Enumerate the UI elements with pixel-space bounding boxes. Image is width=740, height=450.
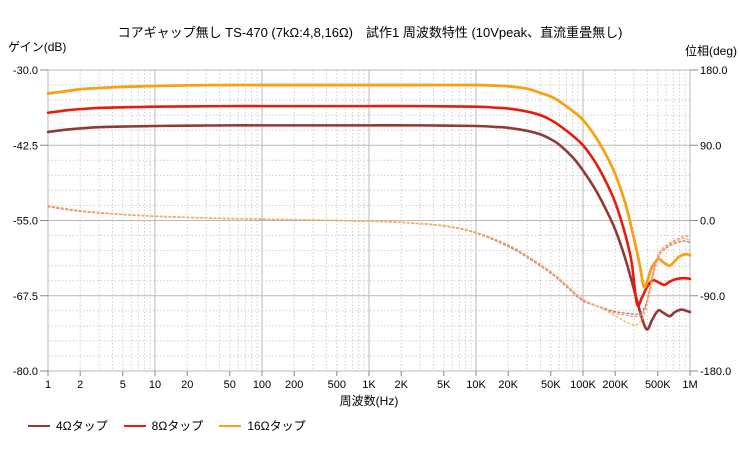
x-axis-title: 周波数(Hz)	[339, 394, 399, 408]
series-phase	[47, 204, 691, 326]
x-tick-label: 20	[181, 379, 193, 391]
x-tick-label: 1M	[682, 379, 697, 391]
right-tick-label: 90.0	[700, 140, 721, 152]
left-tick-label: -30.0	[13, 65, 38, 77]
x-tick-label: 100K	[570, 379, 596, 391]
legend-label-8ohm: 8Ωタップ	[151, 419, 204, 433]
right-tick-label: -90.0	[700, 291, 725, 303]
series-gain	[46, 124, 692, 331]
left-tick-label: -80.0	[13, 366, 38, 378]
x-tick-label: 100	[253, 379, 271, 391]
x-tick-label: 5	[120, 379, 126, 391]
right-axis-title: 位相(deg)	[684, 44, 737, 58]
legend-line-16ohm-icon	[219, 424, 242, 427]
left-tick-label: -42.5	[13, 140, 38, 152]
x-tick-label: 1	[45, 379, 51, 391]
legend-item-16ohm: 16Ωタップ	[219, 417, 306, 434]
x-tick-label: 500K	[645, 379, 671, 391]
x-tick-label: 10	[149, 379, 161, 391]
x-tick-label: 2K	[394, 379, 408, 391]
x-tick-label: 10K	[466, 379, 486, 391]
x-tick-label: 200	[285, 379, 303, 391]
left-tick-label: -67.5	[13, 291, 38, 303]
legend-line-8ohm-icon	[123, 424, 146, 427]
legend-item-8ohm: 8Ωタップ	[123, 417, 204, 434]
x-tick-label: 2	[77, 379, 83, 391]
right-tick-label: -180.0	[700, 366, 731, 378]
right-tick-label: 0.0	[700, 216, 715, 228]
x-tick-label: 5K	[437, 379, 451, 391]
right-tick-label: 180.0	[700, 65, 728, 77]
x-tick-label: 20K	[498, 379, 518, 391]
legend: 4Ωタップ 8Ωタップ 16Ωタップ	[28, 417, 306, 434]
legend-label-16ohm: 16Ωタップ	[247, 419, 306, 433]
left-tick-label: -55.0	[13, 216, 38, 228]
x-tick-label: 50	[224, 379, 236, 391]
legend-label-4ohm: 4Ωタップ	[56, 419, 108, 433]
series-gain	[46, 104, 692, 308]
x-tick-label: 200K	[602, 379, 628, 391]
x-tick-label: 1K	[362, 379, 376, 391]
legend-item-4ohm: 4Ωタップ	[28, 417, 108, 434]
chart-title: コアギャップ無し TS-470 (7kΩ:4,8,16Ω) 試作1 周波数特性 …	[117, 25, 623, 40]
left-axis-title: ゲイン(dB)	[8, 40, 67, 54]
x-tick-label: 500	[328, 379, 346, 391]
series-gain	[46, 83, 692, 289]
legend-line-4ohm-icon	[28, 424, 50, 427]
x-tick-label: 50K	[541, 379, 561, 391]
